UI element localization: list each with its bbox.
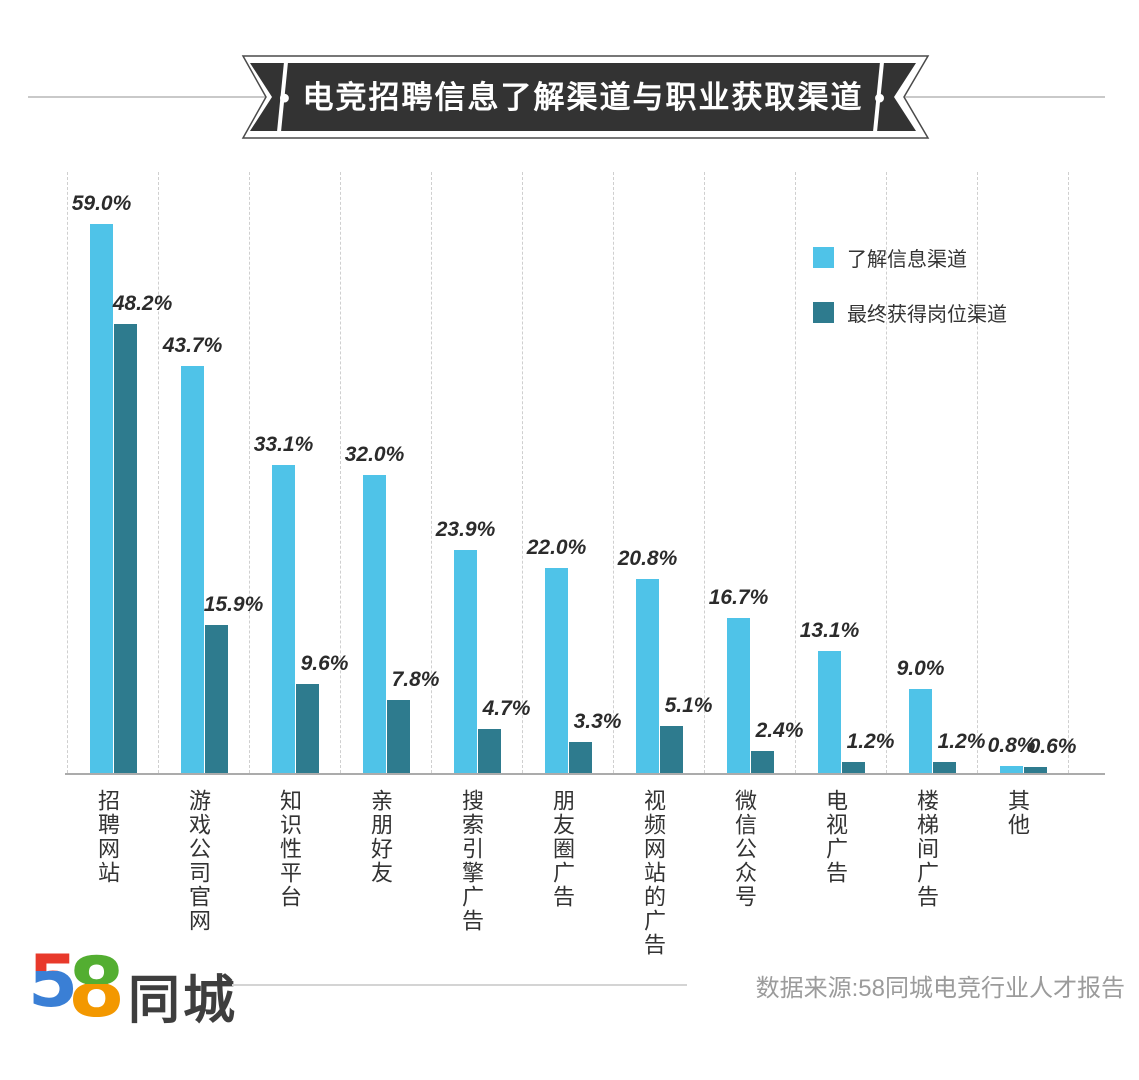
footer-divider — [232, 984, 687, 986]
category-label: 亲朋好友 — [368, 789, 393, 885]
bar-value-label: 7.8% — [391, 668, 440, 691]
legend-label: 最终获得岗位渠道 — [847, 304, 1007, 326]
bar-dark — [660, 726, 683, 773]
bar-dark — [1024, 767, 1047, 773]
bar-light — [909, 689, 932, 773]
bar-dark — [933, 762, 956, 773]
bar-dark — [205, 625, 228, 773]
legend-swatch-dark — [813, 302, 834, 323]
bar-dark — [478, 729, 501, 773]
category-label: 朋友圈广告 — [550, 789, 575, 909]
category-label: 楼梯间广告 — [914, 789, 939, 909]
bar-value-label: 22.0% — [526, 536, 587, 559]
bar-value-label: 9.6% — [300, 652, 349, 675]
gridline — [340, 172, 341, 773]
bar-dark — [842, 762, 865, 773]
category-label: 视频网站的广告 — [641, 789, 666, 957]
bar-value-label: 9.0% — [896, 657, 945, 680]
legend-item-job-channel: 最终获得岗位渠道 — [813, 298, 1007, 327]
bar-light — [818, 651, 841, 773]
gridline — [977, 172, 978, 773]
bar-value-label: 4.7% — [482, 697, 531, 720]
gridline — [1068, 172, 1069, 773]
category-label: 游戏公司官网 — [186, 789, 211, 933]
bar-light — [272, 465, 295, 773]
gridline — [795, 172, 796, 773]
bar-light — [545, 568, 568, 773]
bar-light — [636, 579, 659, 773]
bar-light — [454, 550, 477, 773]
bar-dark — [387, 700, 410, 773]
bar-light — [727, 618, 750, 773]
page-title: • 电竞招聘信息了解渠道与职业获取渠道 • — [279, 80, 887, 115]
legend-item-info-channel: 了解信息渠道 — [813, 243, 1007, 272]
logo-58tongcheng: 5 5 8 8 同城 — [28, 944, 268, 1030]
gridline — [249, 172, 250, 773]
bar-value-label: 16.7% — [708, 586, 769, 609]
logo-58-icon: 5 5 8 8 — [28, 944, 125, 1024]
bar-value-label: 32.0% — [344, 443, 405, 466]
bar-value-label: 1.2% — [937, 730, 986, 753]
gridline — [886, 172, 887, 773]
footer: 5 5 8 8 同城 数据来源:58同城电竞行业人才报告 — [0, 940, 1139, 1040]
svg-text:5: 5 — [28, 944, 78, 1023]
bar-light — [363, 475, 386, 773]
bar-value-label: 43.7% — [162, 334, 223, 357]
gridline — [158, 172, 159, 773]
bar-value-label: 15.9% — [203, 593, 264, 616]
category-label: 知识性平台 — [277, 789, 302, 909]
title-banner: • 电竞招聘信息了解渠道与职业获取渠道 • — [28, 55, 1105, 139]
gridline — [67, 172, 68, 773]
gridline — [613, 172, 614, 773]
bar-dark — [569, 742, 592, 773]
bar-light — [90, 224, 113, 773]
x-axis-line — [65, 773, 1105, 775]
legend-label: 了解信息渠道 — [847, 249, 967, 271]
bar-value-label: 2.4% — [755, 719, 804, 742]
bar-dark — [296, 684, 319, 773]
svg-text:5: 5 — [28, 944, 78, 1023]
bar-value-label: 20.8% — [617, 547, 678, 570]
bar-light — [1000, 766, 1023, 773]
bar-value-label: 5.1% — [664, 694, 713, 717]
ribbon-fold-left — [277, 61, 288, 133]
bar-light — [181, 366, 204, 773]
bar-value-label: 23.9% — [435, 518, 496, 541]
svg-text:8: 8 — [68, 944, 125, 1024]
bar-dark — [114, 324, 137, 773]
ribbon-fill — [250, 63, 916, 131]
bar-value-label: 0.8% — [987, 734, 1036, 757]
bar-value-label: 59.0% — [71, 192, 132, 215]
gridline — [522, 172, 523, 773]
category-label: 微信公众号 — [732, 789, 757, 909]
category-label: 其他 — [1005, 789, 1030, 837]
legend-swatch-light — [813, 247, 834, 268]
bar-value-label: 1.2% — [846, 730, 895, 753]
bar-value-label: 13.1% — [799, 619, 860, 642]
category-label: 搜索引擎广告 — [459, 789, 484, 933]
chart-legend: 了解信息渠道 最终获得岗位渠道 — [813, 243, 1007, 353]
logo-text: 同城 — [128, 972, 239, 1030]
bar-value-label: 48.2% — [112, 292, 173, 315]
gridline — [431, 172, 432, 773]
ribbon-fold-right — [873, 61, 884, 133]
gridline — [704, 172, 705, 773]
bar-value-label: 0.6% — [1028, 735, 1077, 758]
category-label: 电视广告 — [823, 789, 848, 885]
bar-value-label: 3.3% — [573, 710, 622, 733]
svg-text:8: 8 — [68, 944, 125, 1024]
data-source-text: 数据来源:58同城电竞行业人才报告 — [755, 975, 1125, 1002]
bar-value-label: 33.1% — [253, 433, 314, 456]
category-label: 招聘网站 — [95, 789, 120, 885]
bar-dark — [751, 751, 774, 773]
